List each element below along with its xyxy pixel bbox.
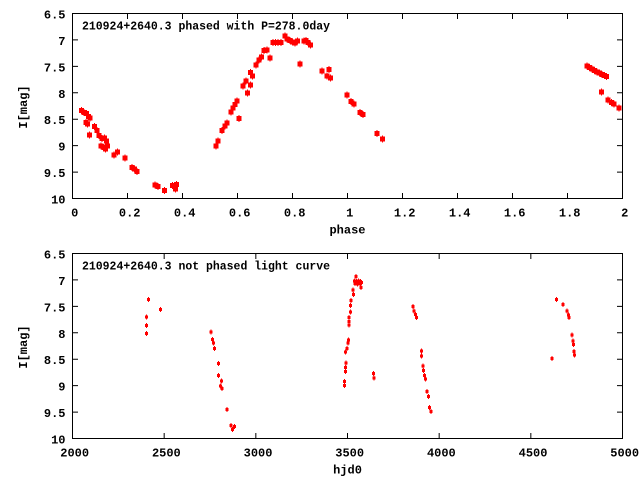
- svg-text:2: 2: [621, 207, 628, 221]
- svg-text:6.5: 6.5: [44, 249, 66, 263]
- svg-text:8.5: 8.5: [44, 114, 66, 128]
- svg-text:9.5: 9.5: [44, 167, 66, 181]
- svg-text:8.5: 8.5: [44, 354, 66, 368]
- svg-text:1.2: 1.2: [394, 207, 416, 221]
- svg-text:I[mag]: I[mag]: [17, 325, 31, 368]
- svg-text:6.5: 6.5: [44, 9, 66, 23]
- svg-text:9: 9: [58, 381, 65, 395]
- svg-text:9: 9: [58, 141, 65, 155]
- svg-text:1.6: 1.6: [504, 207, 526, 221]
- svg-text:phase: phase: [329, 224, 365, 238]
- svg-text:1.8: 1.8: [559, 207, 581, 221]
- svg-text:3000: 3000: [244, 447, 273, 461]
- svg-text:0.2: 0.2: [119, 207, 141, 221]
- svg-text:9.5: 9.5: [44, 407, 66, 421]
- svg-text:4500: 4500: [519, 447, 548, 461]
- svg-text:1: 1: [346, 207, 353, 221]
- svg-text:2000: 2000: [60, 447, 89, 461]
- svg-text:0.6: 0.6: [229, 207, 251, 221]
- svg-text:3500: 3500: [335, 447, 364, 461]
- svg-text:0.8: 0.8: [284, 207, 306, 221]
- svg-text:7: 7: [58, 275, 65, 289]
- svg-text:10: 10: [51, 194, 65, 208]
- svg-text:7.5: 7.5: [44, 61, 66, 75]
- svg-text:I[mag]: I[mag]: [17, 85, 31, 128]
- svg-text:210924+2640.3 phased with P=27: 210924+2640.3 phased with P=278.0day: [82, 20, 330, 34]
- svg-text:0.4: 0.4: [174, 207, 196, 221]
- svg-text:210924+2640.3 not phased light: 210924+2640.3 not phased light curve: [82, 260, 330, 274]
- svg-text:4000: 4000: [427, 447, 456, 461]
- svg-text:8: 8: [58, 88, 65, 102]
- svg-text:hjd0: hjd0: [333, 464, 362, 478]
- svg-text:2500: 2500: [152, 447, 181, 461]
- svg-text:10: 10: [51, 434, 65, 448]
- svg-text:8: 8: [58, 328, 65, 342]
- svg-text:7: 7: [58, 35, 65, 49]
- svg-text:5000: 5000: [610, 447, 639, 461]
- svg-text:7.5: 7.5: [44, 301, 66, 315]
- svg-text:1.4: 1.4: [449, 207, 471, 221]
- svg-text:0: 0: [71, 207, 78, 221]
